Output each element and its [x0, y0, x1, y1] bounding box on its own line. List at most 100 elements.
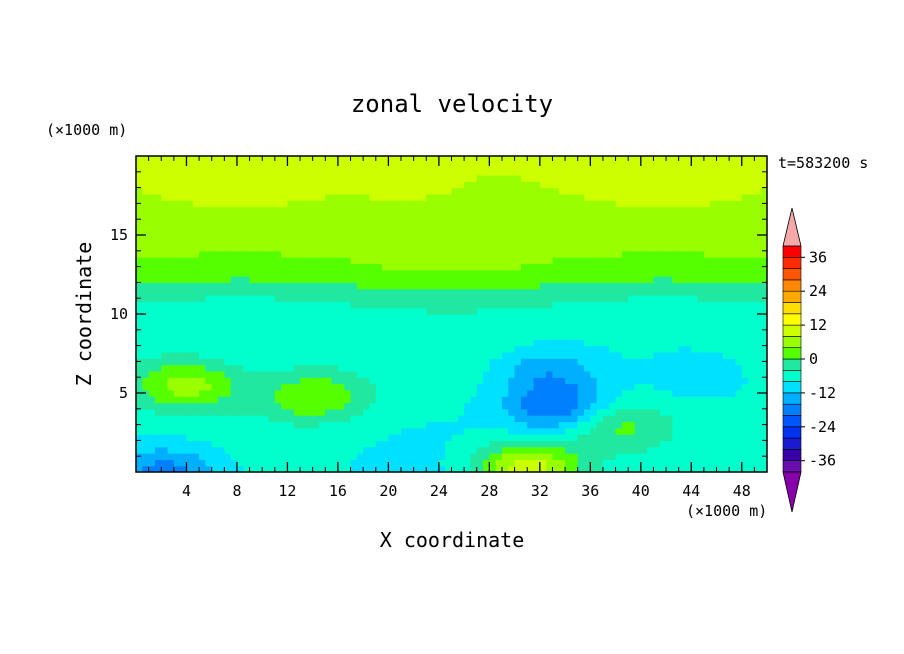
field-cell: [287, 345, 295, 353]
field-cell: [527, 370, 535, 378]
field-cell: [754, 244, 762, 252]
field-cell: [318, 370, 326, 378]
field-cell: [722, 263, 730, 271]
field-cell: [451, 370, 459, 378]
field-cell: [634, 263, 642, 271]
field-cell: [647, 358, 655, 366]
field-cell: [539, 181, 547, 189]
field-cell: [337, 383, 345, 391]
field-cell: [300, 212, 307, 220]
field-cell: [703, 200, 711, 208]
field-cell: [596, 332, 604, 340]
field-cell: [312, 301, 320, 309]
field-cell: [634, 465, 642, 472]
field-cell: [306, 200, 314, 208]
field-cell: [236, 282, 244, 290]
field-cell: [142, 301, 150, 309]
field-cell: [546, 193, 554, 201]
field-cell: [337, 263, 345, 271]
field-cell: [495, 459, 503, 467]
field-cell: [697, 332, 705, 340]
field-cell: [678, 225, 686, 233]
field-cell: [552, 231, 560, 239]
field-cell: [211, 269, 219, 277]
field-cell: [300, 307, 307, 315]
field-cell: [192, 396, 200, 404]
field-cell: [325, 156, 333, 163]
field-cell: [262, 174, 270, 182]
field-cell: [407, 415, 415, 423]
field-cell: [558, 282, 566, 290]
field-cell: [489, 453, 497, 460]
field-cell: [741, 402, 749, 410]
field-cell: [218, 415, 225, 423]
field-cell: [640, 465, 648, 472]
field-cell: [375, 257, 383, 265]
field-cell: [363, 314, 371, 321]
field-cell: [325, 206, 333, 214]
field-cell: [407, 168, 415, 176]
field-cell: [230, 225, 238, 233]
field-cell: [596, 440, 604, 448]
field-cell: [375, 326, 383, 334]
field-cell: [173, 162, 181, 170]
field-cell: [199, 326, 207, 334]
field-cell: [337, 162, 345, 170]
field-cell: [262, 263, 270, 271]
field-cell: [180, 200, 188, 208]
field-cell: [350, 383, 358, 391]
field-cell: [268, 421, 276, 429]
field-cell: [470, 370, 478, 378]
field-cell: [584, 396, 591, 404]
field-cell: [394, 231, 402, 239]
field-cell: [236, 396, 244, 404]
field-cell: [180, 301, 188, 309]
field-cell: [224, 440, 232, 448]
field-cell: [236, 465, 244, 472]
field-cell: [628, 320, 636, 328]
field-cell: [684, 231, 692, 239]
field-cell: [653, 339, 661, 347]
field-cell: [369, 162, 377, 170]
field-cell: [243, 415, 251, 423]
field-cell: [609, 250, 617, 258]
field-cell: [628, 231, 636, 239]
field-cell: [703, 288, 711, 296]
field-cell: [337, 377, 345, 385]
field-cell: [331, 339, 339, 347]
field-cell: [647, 238, 655, 246]
field-cell: [647, 288, 655, 296]
field-cell: [407, 377, 415, 385]
field-cell: [186, 193, 194, 201]
field-cell: [539, 396, 547, 404]
field-cell: [236, 206, 244, 214]
field-cell: [558, 244, 566, 252]
field-cell: [394, 421, 402, 429]
field-cell: [337, 320, 345, 328]
field-cell: [697, 339, 705, 347]
field-cell: [602, 282, 610, 290]
field-cell: [274, 364, 282, 372]
field-cell: [262, 427, 270, 435]
field-cell: [293, 263, 301, 271]
field-cell: [287, 206, 295, 214]
field-cell: [621, 402, 629, 410]
field-cell: [634, 377, 642, 385]
field-cell: [136, 339, 143, 347]
field-cell: [722, 269, 730, 277]
field-cell: [565, 187, 572, 195]
field-cell: [508, 250, 516, 258]
field-cell: [438, 389, 446, 397]
field-cell: [224, 156, 232, 163]
field-cell: [533, 370, 541, 378]
field-cell: [287, 168, 295, 176]
field-cell: [552, 238, 560, 246]
field-cell: [609, 307, 617, 315]
field-cell: [508, 320, 516, 328]
field-cell: [224, 307, 232, 315]
field-cell: [451, 314, 459, 321]
field-cell: [344, 193, 352, 201]
field-cell: [293, 446, 301, 454]
field-cell: [678, 370, 686, 378]
field-cell: [363, 276, 371, 283]
